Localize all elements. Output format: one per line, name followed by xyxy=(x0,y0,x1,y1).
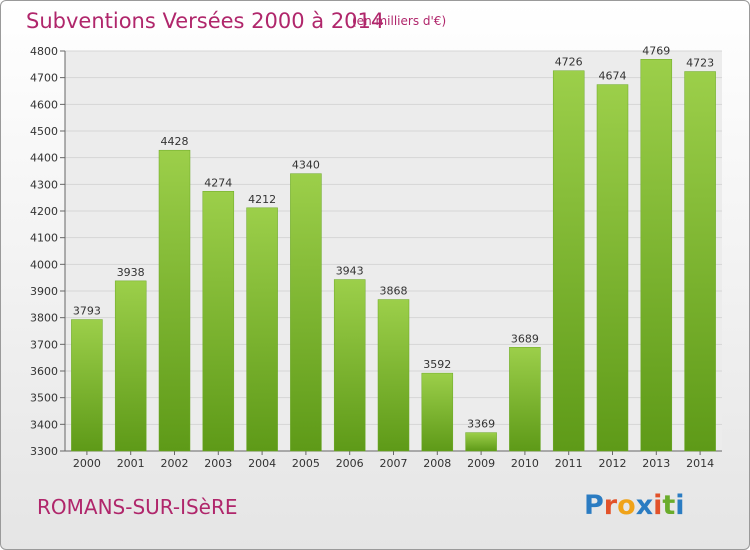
y-tick-label: 3300 xyxy=(30,445,58,458)
value-label-2011: 4726 xyxy=(555,56,583,69)
value-label-2013: 4769 xyxy=(642,44,670,57)
proxiti-logo[interactable]: Proxiti xyxy=(584,490,685,521)
value-label-2000: 3793 xyxy=(73,305,101,318)
bar-2007[interactable] xyxy=(377,299,410,452)
chart-title: Subventions Versées 2000 à 2014 xyxy=(26,9,385,33)
value-label-2008: 3592 xyxy=(423,358,451,371)
x-tick-label-2008: 2008 xyxy=(423,457,451,470)
value-label-2007: 3868 xyxy=(380,285,408,298)
bar-2000[interactable] xyxy=(71,319,103,452)
logo-letter: r xyxy=(603,490,618,521)
bar-2013[interactable] xyxy=(640,59,673,452)
x-tick-label-2010: 2010 xyxy=(511,457,539,470)
x-tick-label-2002: 2002 xyxy=(161,457,189,470)
bar-2010[interactable] xyxy=(509,347,541,452)
logo-letter: x xyxy=(635,490,654,521)
bar-2001[interactable] xyxy=(114,280,147,452)
y-tick-label: 4500 xyxy=(30,125,58,138)
x-tick-label-2004: 2004 xyxy=(248,457,276,470)
value-label-2006: 3943 xyxy=(336,265,364,278)
bar-2014[interactable] xyxy=(684,71,716,452)
value-label-2009: 3369 xyxy=(467,418,495,431)
y-tick-label: 4100 xyxy=(30,232,58,245)
value-label-2014: 4723 xyxy=(686,57,714,70)
x-tick-label-2011: 2011 xyxy=(555,457,583,470)
logo-letter: t xyxy=(662,490,676,521)
x-tick-label-2006: 2006 xyxy=(336,457,364,470)
y-tick-label: 4000 xyxy=(30,258,58,271)
value-label-2001: 3938 xyxy=(117,266,145,279)
bar-2002[interactable] xyxy=(158,149,191,452)
y-tick-label: 4300 xyxy=(30,178,58,191)
value-label-2012: 4674 xyxy=(599,70,627,83)
y-tick-label: 3800 xyxy=(30,312,58,325)
x-tick-label-2009: 2009 xyxy=(467,457,495,470)
y-tick-label: 4400 xyxy=(30,152,58,165)
bar-2008[interactable] xyxy=(421,372,454,452)
x-tick-label-2003: 2003 xyxy=(204,457,232,470)
city-name: ROMANS-SUR-ISèRE xyxy=(37,495,238,519)
bars xyxy=(71,59,716,452)
value-label-2003: 4274 xyxy=(204,176,232,189)
y-tick-label: 3400 xyxy=(30,418,58,431)
x-tick-label-2000: 2000 xyxy=(73,457,101,470)
logo-letter: i xyxy=(675,490,685,521)
y-tick-label: 3600 xyxy=(30,365,58,378)
x-tick-label-2007: 2007 xyxy=(380,457,408,470)
value-label-2010: 3689 xyxy=(511,332,539,345)
x-tick-label-2001: 2001 xyxy=(117,457,145,470)
x-tick-label-2005: 2005 xyxy=(292,457,320,470)
y-tick-label: 4700 xyxy=(30,72,58,85)
value-label-2002: 4428 xyxy=(161,135,189,148)
value-label-2005: 4340 xyxy=(292,159,320,172)
x-tick-label-2014: 2014 xyxy=(686,457,714,470)
y-tick-label: 4200 xyxy=(30,205,58,218)
bar-2011[interactable] xyxy=(552,70,585,452)
logo-letter: P xyxy=(584,490,604,521)
value-label-2004: 4212 xyxy=(248,193,276,206)
unit-note: (en milliers d'€) xyxy=(352,14,447,28)
bar-2005[interactable] xyxy=(290,173,322,452)
bar-2004[interactable] xyxy=(246,207,278,452)
bar-2006[interactable] xyxy=(333,279,366,452)
y-tick-label: 4600 xyxy=(30,98,58,111)
bar-2009[interactable] xyxy=(465,432,497,452)
x-tick-label-2013: 2013 xyxy=(642,457,670,470)
y-tick-label: 3500 xyxy=(30,392,58,405)
logo-letter: i xyxy=(653,490,663,521)
bar-2003[interactable] xyxy=(202,191,235,452)
y-tick-label: 4800 xyxy=(30,45,58,58)
labels: 3300 3400 3500 3600 3700 3800 3900 4000 4100 4200… xyxy=(30,44,714,470)
bar-2012[interactable] xyxy=(596,84,629,452)
logo-letter: o xyxy=(617,490,636,521)
y-tick-label: 3900 xyxy=(30,285,58,298)
x-tick-label-2012: 2012 xyxy=(599,457,627,470)
y-tick-label: 3700 xyxy=(30,338,58,351)
